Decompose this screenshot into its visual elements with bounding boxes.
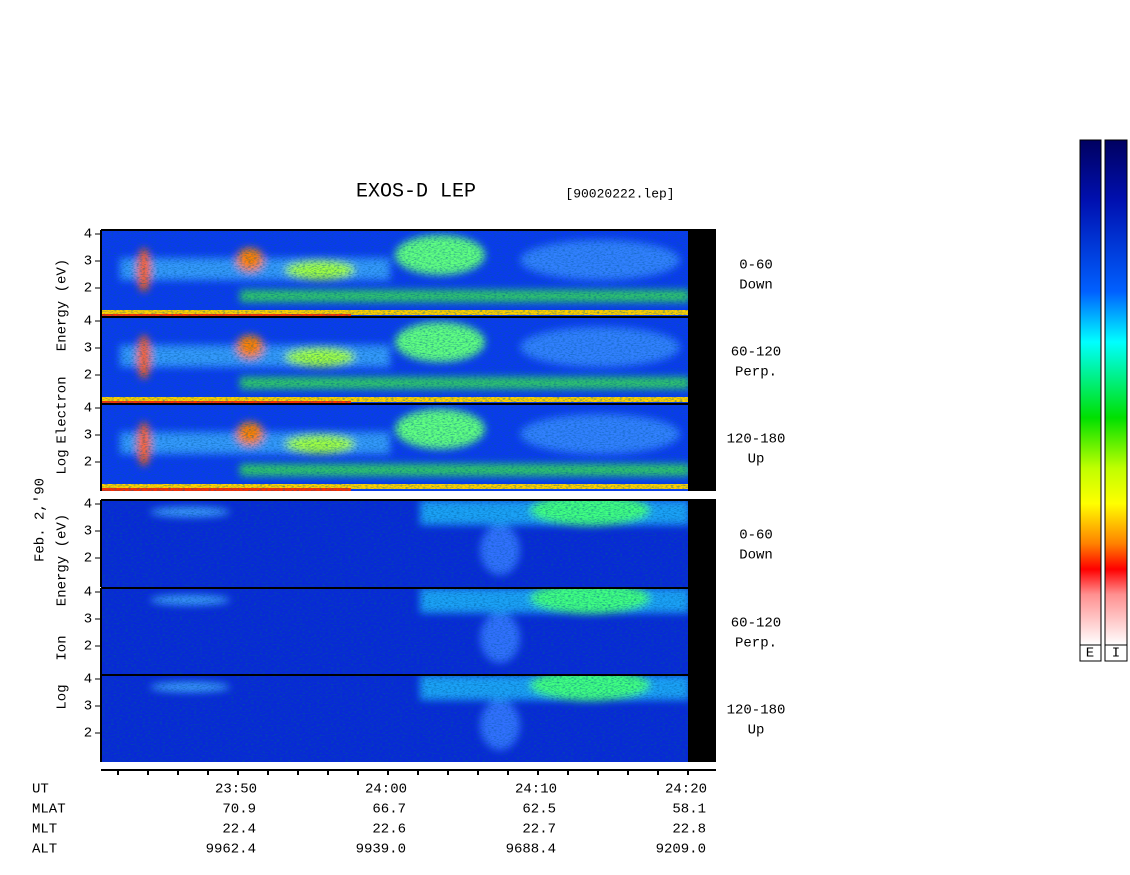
color-bar-i-box bbox=[1104, 644, 1128, 662]
panel-label: Down bbox=[739, 278, 773, 294]
color-bar-e bbox=[1079, 139, 1102, 646]
date-label: Feb. 2,'90 bbox=[33, 478, 49, 562]
blank-strip bbox=[688, 675, 716, 762]
panel-label: Up bbox=[748, 723, 765, 739]
cell: 22.8 bbox=[672, 822, 706, 838]
noise bbox=[101, 317, 688, 404]
y-tick-label: 4 bbox=[84, 401, 92, 417]
cell: 22.4 bbox=[222, 822, 256, 838]
cell: 66.7 bbox=[372, 802, 406, 818]
spectrogram bbox=[101, 500, 688, 587]
cell: 9209.0 bbox=[656, 842, 706, 858]
panel-label: 0-60 bbox=[739, 258, 773, 274]
y-tick-label: 2 bbox=[84, 551, 92, 567]
row-label: MLT bbox=[32, 822, 57, 838]
y-tick-label: 3 bbox=[84, 699, 92, 715]
y-axis-label: Log bbox=[55, 684, 71, 709]
y-tick-label: 2 bbox=[84, 639, 92, 655]
y-axis-label: Energy (eV) bbox=[55, 259, 71, 351]
color-bar-label: I bbox=[1112, 646, 1120, 662]
y-axis-label: Ion bbox=[55, 635, 71, 660]
y-tick-label: 2 bbox=[84, 455, 92, 471]
spectrogram bbox=[101, 317, 688, 404]
time-label: 23:50 bbox=[215, 782, 257, 798]
y-tick-label: 4 bbox=[84, 314, 92, 330]
y-tick-label: 3 bbox=[84, 612, 92, 628]
noise bbox=[101, 588, 688, 675]
cell: 62.5 bbox=[522, 802, 556, 818]
cell: 9688.4 bbox=[506, 842, 556, 858]
blank-strip bbox=[688, 317, 716, 404]
row-label: ALT bbox=[32, 842, 57, 858]
noise bbox=[101, 500, 688, 587]
y-tick-label: 2 bbox=[84, 368, 92, 384]
blank-strip bbox=[688, 588, 716, 675]
y-tick-label: 3 bbox=[84, 254, 92, 270]
panel-label: Down bbox=[739, 548, 773, 564]
cell: 70.9 bbox=[222, 802, 256, 818]
panel-label: 120-180 bbox=[727, 432, 786, 448]
color-bar-e-box bbox=[1079, 644, 1102, 662]
panel-label: 60-120 bbox=[731, 345, 781, 361]
blank-strip bbox=[688, 404, 716, 491]
cell: 22.6 bbox=[372, 822, 406, 838]
color-bar-label: E bbox=[1086, 646, 1094, 662]
panel-label: 120-180 bbox=[727, 703, 786, 719]
y-axis-label: Electron bbox=[55, 376, 71, 443]
spectrograms: 2 3 4 0-60 Down 2 3 4 60-120 Perp. 2 3 4 120-180 Up 2 3 4… bbox=[55, 227, 786, 762]
y-tick-label: 2 bbox=[84, 281, 92, 297]
y-axis-label: Log bbox=[55, 449, 71, 474]
spectrogram bbox=[101, 404, 688, 491]
cell: 9939.0 bbox=[356, 842, 406, 858]
panel-label: Perp. bbox=[735, 365, 777, 381]
spectrogram bbox=[101, 675, 688, 762]
time-ticks bbox=[117, 770, 689, 775]
y-tick-label: 3 bbox=[84, 428, 92, 444]
y-tick-label: 4 bbox=[84, 497, 92, 513]
y-tick-label: 3 bbox=[84, 524, 92, 540]
noise bbox=[101, 404, 688, 491]
noise bbox=[101, 675, 688, 762]
panel-label: 60-120 bbox=[731, 616, 781, 632]
y-tick-label: 4 bbox=[84, 672, 92, 688]
title: EXOS-D LEP bbox=[356, 180, 476, 203]
orbit-table: UT 23:50 24:00 24:10 24:20 MLAT 70.9 66.7 62.5 58… bbox=[32, 782, 707, 858]
panel-label: 0-60 bbox=[739, 528, 773, 544]
spectrogram bbox=[101, 588, 688, 675]
y-tick-label: 4 bbox=[84, 585, 92, 601]
y-tick-label: 2 bbox=[84, 726, 92, 742]
y-tick-label: 3 bbox=[84, 341, 92, 357]
file-name: [90020222.lep] bbox=[565, 186, 674, 201]
time-label: 24:20 bbox=[665, 782, 707, 798]
y-tick-label: 4 bbox=[84, 227, 92, 243]
color-bar-i bbox=[1104, 139, 1128, 646]
noise bbox=[101, 230, 688, 317]
color-bars: E I bbox=[1079, 139, 1128, 662]
panel-label: Up bbox=[748, 452, 765, 468]
row-label: MLAT bbox=[32, 802, 66, 818]
blank-strip bbox=[688, 500, 716, 587]
time-label: 24:10 bbox=[515, 782, 557, 798]
cell: 9962.4 bbox=[206, 842, 256, 858]
row-label: UT bbox=[32, 782, 49, 798]
spectrogram bbox=[101, 230, 688, 317]
cell: 22.7 bbox=[522, 822, 556, 838]
blank-strip bbox=[688, 230, 716, 317]
cell: 58.1 bbox=[672, 802, 706, 818]
y-axis-label: Energy (eV) bbox=[55, 514, 71, 606]
time-label: 24:00 bbox=[365, 782, 407, 798]
panel-label: Perp. bbox=[735, 636, 777, 652]
